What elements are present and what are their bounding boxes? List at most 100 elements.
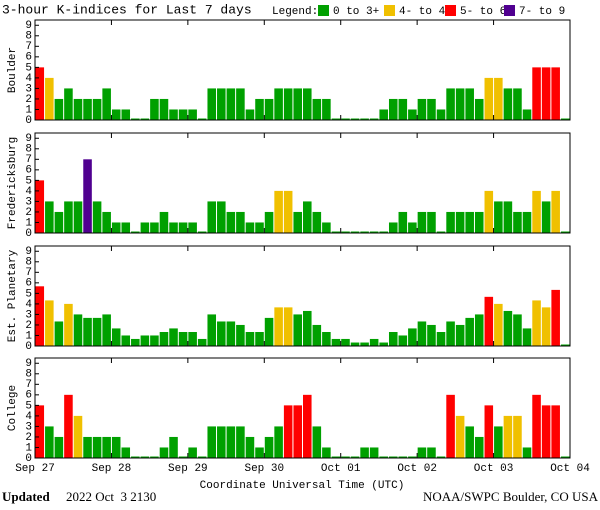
bar (484, 405, 494, 458)
bar (427, 98, 436, 120)
y-tick-label: 9 (25, 20, 32, 32)
bar (484, 77, 494, 120)
updated-date: 2022 Oct 3 2130 (66, 489, 156, 504)
bar (398, 335, 408, 346)
bar (303, 88, 312, 120)
bar (341, 118, 350, 120)
bar (236, 211, 245, 233)
bar (465, 426, 474, 458)
bar (121, 447, 131, 458)
bar (140, 118, 150, 120)
bar (131, 338, 140, 346)
bar (312, 211, 322, 233)
bar (159, 447, 169, 458)
bar (140, 456, 150, 458)
bar (54, 98, 64, 120)
bar (188, 447, 197, 458)
y-tick-label: 6 (25, 165, 32, 177)
bar (264, 98, 274, 120)
bar (64, 303, 73, 346)
bar (54, 211, 64, 233)
y-tick-label: 0 (25, 228, 32, 240)
bar (169, 222, 178, 233)
y-tick-label: 1 (25, 330, 32, 342)
bar (551, 405, 560, 458)
y-tick-label: 2 (25, 432, 32, 444)
bar (264, 436, 274, 458)
bar (360, 447, 369, 458)
bar (494, 77, 503, 120)
bar (532, 300, 541, 346)
bar (560, 118, 570, 120)
bar (427, 211, 436, 233)
bar (197, 456, 207, 458)
legend-text: 0 to 3+ (333, 6, 379, 18)
y-tick-label: 3 (25, 83, 32, 95)
legend-text: 7- to 9 (519, 6, 565, 18)
bar (446, 211, 455, 233)
bar (255, 222, 264, 233)
bar (178, 332, 188, 346)
bar (169, 109, 178, 120)
bar (283, 88, 293, 120)
x-tick-label: Sep 29 (168, 463, 208, 475)
bar (283, 405, 293, 458)
bar (178, 109, 188, 120)
bar (503, 310, 513, 346)
bar (159, 332, 169, 346)
legend-label: Legend: (272, 6, 318, 18)
bar (446, 321, 455, 346)
bar (45, 300, 54, 346)
y-tick-label: 0 (25, 115, 32, 127)
bar (121, 335, 131, 346)
legend-swatch (384, 5, 395, 16)
y-tick-label: 8 (25, 144, 32, 156)
bar (197, 231, 207, 233)
bar (484, 190, 494, 233)
bar (350, 342, 360, 346)
y-tick-label: 9 (25, 133, 32, 145)
x-tick-label: Sep 28 (92, 463, 132, 475)
bar (121, 222, 131, 233)
y-tick-label: 7 (25, 154, 32, 166)
y-tick-label: 5 (25, 288, 32, 300)
bar (417, 98, 427, 120)
y-axis-label: College (7, 385, 19, 431)
y-axis-label: Est. Planetary (7, 249, 19, 342)
y-tick-label: 8 (25, 369, 32, 381)
bar (131, 456, 140, 458)
y-tick-label: 7 (25, 379, 32, 391)
bar (312, 324, 322, 346)
bar (245, 222, 255, 233)
bar (360, 231, 369, 233)
bar (522, 109, 532, 120)
legend-text: 4- to 4+ (399, 6, 452, 18)
bar (350, 456, 360, 458)
chart-title: 3-hour K-indices for Last 7 days (2, 2, 252, 17)
bar (178, 456, 188, 458)
bar (35, 67, 45, 120)
bar (236, 88, 245, 120)
bar (35, 405, 45, 458)
bar (35, 180, 45, 233)
bar (178, 222, 188, 233)
bar (408, 109, 417, 120)
plot-frame (34, 132, 571, 234)
y-axis-label: Boulder (7, 47, 19, 93)
bar (169, 328, 178, 346)
bar (159, 211, 169, 233)
bar (159, 98, 169, 120)
bar (245, 109, 255, 120)
bar (226, 211, 236, 233)
y-tick-label: 6 (25, 390, 32, 402)
bar (197, 118, 207, 120)
bar (322, 222, 331, 233)
bar (398, 211, 408, 233)
y-tick-label: 5 (25, 400, 32, 412)
y-tick-label: 7 (25, 267, 32, 279)
bar (83, 436, 92, 458)
y-tick-label: 1 (25, 217, 32, 229)
legend-swatch (318, 5, 329, 16)
bar (494, 426, 503, 458)
bar (83, 317, 92, 346)
